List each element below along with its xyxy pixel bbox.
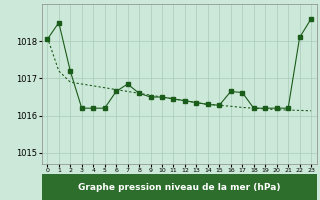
Text: Graphe pression niveau de la mer (hPa): Graphe pression niveau de la mer (hPa): [78, 182, 280, 192]
